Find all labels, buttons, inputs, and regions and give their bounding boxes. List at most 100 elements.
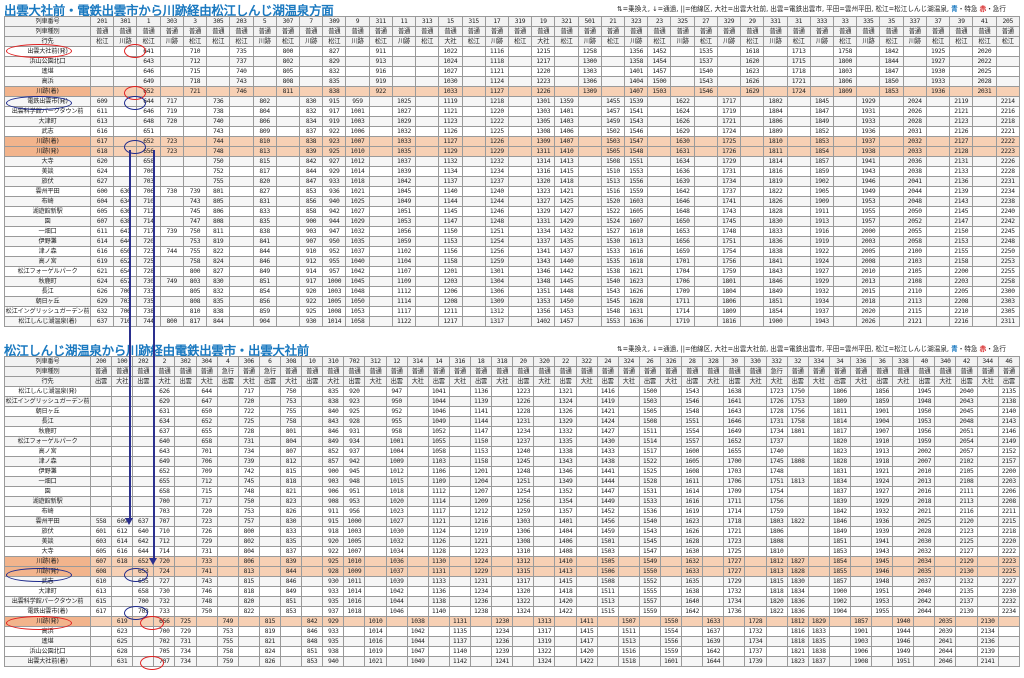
time-cell — [174, 486, 197, 497]
time-cell — [461, 46, 486, 57]
time-cell: 1721 — [786, 76, 811, 87]
time-cell — [174, 436, 197, 447]
station-name: 園 — [4, 216, 91, 227]
time-cell — [786, 166, 811, 177]
time-cell — [461, 316, 486, 327]
time-cell: 1552 — [638, 576, 661, 587]
time-cell — [659, 386, 683, 397]
time-cell — [786, 546, 809, 557]
time-cell: 2024 — [902, 96, 927, 107]
train-type: 普通 — [322, 26, 347, 37]
time-cell: 1259 — [484, 256, 509, 267]
time-cell: 1816 — [716, 316, 742, 327]
time-cell: 853 — [279, 606, 303, 617]
time-cell: 1543 — [600, 286, 626, 297]
time-cell: 1941 — [871, 536, 894, 547]
time-cell — [507, 296, 533, 307]
time-cell — [448, 416, 471, 427]
time-cell: 1725 — [716, 136, 742, 147]
time-cell: 1841 — [763, 256, 788, 267]
train-destination: 川跡 — [113, 36, 138, 47]
time-cell: 1039 — [391, 166, 417, 177]
time-cell: 835 — [322, 386, 345, 397]
time-cell: 1049 — [427, 416, 450, 427]
time-cell: 2208 — [949, 296, 974, 307]
time-cell: 2226 — [995, 156, 1021, 167]
time-cell: 2149 — [997, 436, 1021, 447]
time-cell — [659, 506, 683, 517]
train-destination: 大社 — [322, 376, 345, 387]
time-cell — [258, 476, 281, 487]
time-cell: 1637 — [702, 626, 725, 637]
time-cell: 2018 — [913, 496, 936, 507]
time-cell: 1042 — [406, 626, 429, 637]
time-cell — [693, 316, 718, 327]
train-type: 普通 — [275, 26, 300, 37]
station-name: 園 — [4, 486, 91, 497]
time-cell — [258, 486, 281, 497]
time-cell: 1501 — [596, 536, 619, 547]
time-cell: 2036 — [902, 156, 927, 167]
station-name: 大寺 — [4, 156, 91, 167]
time-cell — [279, 656, 303, 667]
header-row: 列車番号 201 301 1 303 3 305 203 5 307 7 309 9 311 11 313 15… — [4, 16, 1021, 27]
header-label: 行先 — [4, 36, 91, 47]
time-cell — [461, 196, 486, 207]
train-type: 普通 — [693, 26, 718, 37]
time-cell: 815 — [252, 156, 277, 167]
time-cell — [364, 606, 387, 617]
table-row: 松江しんじ湖温泉(着) 637 710 744 800 817 844 904 930 1014 1… — [4, 316, 1021, 327]
time-cell — [406, 456, 429, 467]
time-cell: 1638 — [681, 586, 704, 597]
time-cell — [461, 136, 486, 147]
time-cell — [113, 166, 138, 177]
time-cell — [892, 496, 915, 507]
time-cell — [744, 406, 767, 417]
time-cell: 646 — [136, 106, 161, 117]
time-cell — [693, 266, 718, 277]
time-cell: 1324 — [533, 656, 556, 667]
time-cell — [554, 646, 577, 657]
train-number: 18 — [469, 356, 493, 367]
time-cell: 1900 — [763, 316, 788, 327]
time-cell — [763, 66, 788, 77]
time-cell: 1036 — [385, 556, 408, 567]
time-cell: 1932 — [871, 506, 894, 517]
time-cell: 1554 — [681, 426, 704, 437]
time-cell: 1142 — [448, 656, 471, 667]
station-name: 一畑口 — [4, 476, 91, 487]
time-cell: 1158 — [469, 456, 493, 467]
time-cell — [575, 526, 598, 537]
time-cell: 1438 — [596, 456, 619, 467]
time-cell — [159, 206, 184, 217]
time-cell: 2102 — [955, 456, 978, 467]
time-cell — [406, 536, 429, 547]
time-cell: 1652 — [723, 436, 746, 447]
train-type: 普通 — [438, 26, 463, 37]
time-cell — [427, 646, 450, 657]
time-cell: 637 — [132, 516, 155, 527]
time-cell — [275, 166, 300, 177]
time-cell: 1940 — [892, 616, 915, 627]
train-type: 普通 — [934, 366, 957, 377]
time-cell — [229, 266, 254, 277]
train-destination: 大社 — [744, 376, 767, 387]
time-cell: 1510 — [600, 166, 626, 177]
time-cell: 1853 — [809, 136, 835, 147]
time-cell: 617 — [89, 136, 115, 147]
time-cell: 1158 — [438, 256, 463, 267]
time-cell: 1836 — [786, 596, 809, 607]
time-cell: 2028 — [913, 526, 936, 537]
time-cell: 1215 — [531, 46, 556, 57]
time-cell: 1008 — [322, 306, 347, 317]
table-row: 朝日ヶ丘 631 650 722 755 840 925 952 1046 1141 1228 132… — [4, 406, 1021, 417]
time-cell — [849, 606, 873, 617]
train-number: 37 — [925, 16, 951, 27]
time-cell: 1020 — [385, 496, 408, 507]
time-cell: 808 — [182, 296, 208, 307]
time-cell: 1724 — [716, 126, 742, 137]
time-cell: 1032 — [391, 126, 417, 137]
time-cell: 655 — [153, 476, 176, 487]
time-cell: 818 — [237, 586, 260, 597]
table-row: 松江イングリッシュガーデン前 632 706 738 810 838 859 925 1008 1… — [4, 306, 1021, 317]
